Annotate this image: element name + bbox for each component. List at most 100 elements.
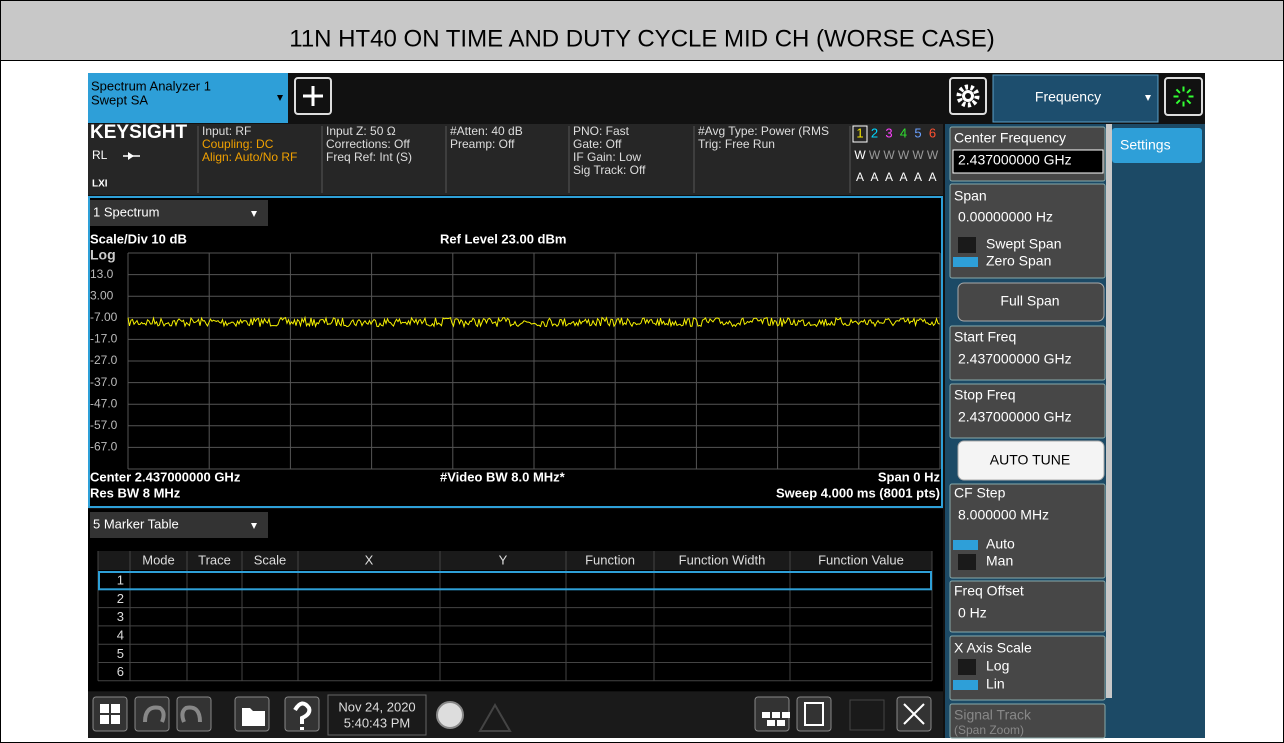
trace-number: 2 bbox=[871, 125, 878, 140]
layout-icon bbox=[777, 720, 785, 726]
value-field bbox=[953, 505, 1103, 528]
window-selector[interactable] bbox=[90, 512, 268, 538]
trace-type: W bbox=[869, 148, 881, 162]
row-number: 6 bbox=[117, 664, 124, 679]
label: Ref Level 23.00 dBm bbox=[440, 231, 566, 246]
label: 5 Marker Table bbox=[93, 516, 179, 531]
label: Span 0 Hz bbox=[878, 469, 941, 484]
undo-button[interactable] bbox=[134, 696, 170, 732]
label: Trig: Free Run bbox=[698, 137, 775, 151]
value-field bbox=[953, 407, 1103, 430]
y-tick-label: 13.0 bbox=[90, 267, 114, 281]
softkey[interactable] bbox=[949, 635, 1106, 701]
gear-icon bbox=[956, 84, 980, 108]
trace-number: 6 bbox=[929, 125, 936, 140]
window-selector[interactable] bbox=[90, 200, 268, 226]
label: Spectrum Analyzer 1 bbox=[91, 78, 211, 93]
value: 0 Hz bbox=[958, 605, 987, 621]
title-bar bbox=[0, 0, 1284, 61]
label: Swept SA bbox=[91, 92, 148, 107]
layout-icon bbox=[772, 712, 780, 718]
page-title: 11N HT40 ON TIME AND DUTY CYCLE MID CH (… bbox=[289, 25, 994, 52]
marker-window bbox=[88, 509, 943, 691]
label: Signal Track bbox=[954, 707, 1032, 723]
value-field bbox=[953, 207, 1103, 230]
button[interactable] bbox=[957, 282, 1105, 322]
value-field bbox=[952, 149, 1104, 174]
y-tick-label: -7.00 bbox=[90, 310, 118, 324]
status-icon bbox=[1164, 77, 1203, 116]
label: (Span Zoom) bbox=[954, 723, 1024, 737]
row-number: 4 bbox=[117, 627, 124, 642]
trace-detector: A bbox=[914, 170, 922, 184]
radio-off bbox=[958, 237, 976, 253]
info-bar bbox=[88, 124, 943, 195]
radio-off bbox=[958, 554, 976, 570]
label: Span bbox=[954, 188, 987, 204]
label: Align: Auto/No RF bbox=[202, 150, 297, 164]
label: Center 2.437000000 GHz bbox=[90, 469, 241, 484]
trace-number: 4 bbox=[900, 125, 907, 140]
trace-type: W bbox=[883, 148, 895, 162]
label: Freq Offset bbox=[954, 583, 1024, 599]
trace-detector: A bbox=[899, 170, 907, 184]
spinner bbox=[1186, 88, 1192, 94]
label: Coupling: DC bbox=[202, 137, 274, 151]
column-header: X bbox=[365, 552, 374, 567]
trace-type: W bbox=[898, 148, 910, 162]
trace-detector: A bbox=[928, 170, 936, 184]
label: CF Step bbox=[954, 485, 1006, 501]
layout-icon bbox=[782, 712, 790, 718]
time: 5:40:43 PM bbox=[344, 715, 411, 730]
y-tick-label: -17.0 bbox=[90, 332, 118, 346]
trace bbox=[127, 315, 940, 329]
radio-on bbox=[953, 257, 978, 267]
column-header: Function Value bbox=[818, 552, 904, 567]
label: PNO: Fast bbox=[573, 124, 630, 138]
brand: KEYSIGHT bbox=[90, 122, 188, 143]
touch-icon bbox=[804, 702, 824, 726]
spinner bbox=[1175, 99, 1181, 105]
value: 2.437000000 GHz bbox=[958, 152, 1072, 168]
option: Zero Span bbox=[986, 253, 1051, 269]
label: Start Freq bbox=[954, 329, 1016, 345]
label: Sig Track: Off bbox=[573, 163, 646, 177]
radio-on bbox=[953, 680, 978, 690]
redo-button[interactable] bbox=[176, 696, 212, 732]
trace-selected bbox=[852, 125, 868, 143]
y-tick-label: -67.0 bbox=[90, 440, 118, 454]
spinner bbox=[1175, 88, 1181, 94]
label: Freq Ref: Int (S) bbox=[326, 150, 412, 164]
gear-icon bbox=[965, 93, 971, 99]
button[interactable] bbox=[957, 440, 1105, 481]
value: 2.437000000 GHz bbox=[958, 351, 1072, 367]
trace-detector: A bbox=[856, 170, 864, 184]
message-button[interactable] bbox=[436, 701, 464, 729]
tab-active[interactable] bbox=[88, 73, 288, 123]
menu-tab[interactable] bbox=[992, 74, 1159, 123]
y-tick-label: -47.0 bbox=[90, 396, 118, 410]
trace-number: 5 bbox=[914, 125, 921, 140]
table-header bbox=[98, 551, 932, 570]
redo-icon bbox=[180, 705, 202, 723]
column-header: Mode bbox=[142, 552, 175, 567]
label: #Atten: 40 dB bbox=[450, 124, 523, 138]
help-button[interactable] bbox=[284, 696, 320, 732]
windows-logo bbox=[100, 715, 109, 724]
label: X Axis Scale bbox=[954, 640, 1032, 656]
label: Input Z: 50 Ω bbox=[326, 124, 396, 138]
row-number: 1 bbox=[117, 573, 124, 588]
settings-tab[interactable] bbox=[1112, 128, 1202, 163]
spectrum-window bbox=[88, 196, 943, 508]
settings-tab-label: Settings bbox=[1120, 137, 1171, 153]
trace-detector: A bbox=[870, 170, 878, 184]
label: IF Gain: Low bbox=[573, 150, 641, 164]
option: Log bbox=[986, 658, 1009, 674]
y-tick-label: -27.0 bbox=[90, 353, 118, 367]
label: Input: RF bbox=[202, 124, 251, 138]
windows-button[interactable] bbox=[92, 696, 128, 732]
trace-type: W bbox=[927, 148, 939, 162]
trace-type: W bbox=[854, 148, 866, 162]
dropdown-arrow bbox=[277, 95, 283, 101]
